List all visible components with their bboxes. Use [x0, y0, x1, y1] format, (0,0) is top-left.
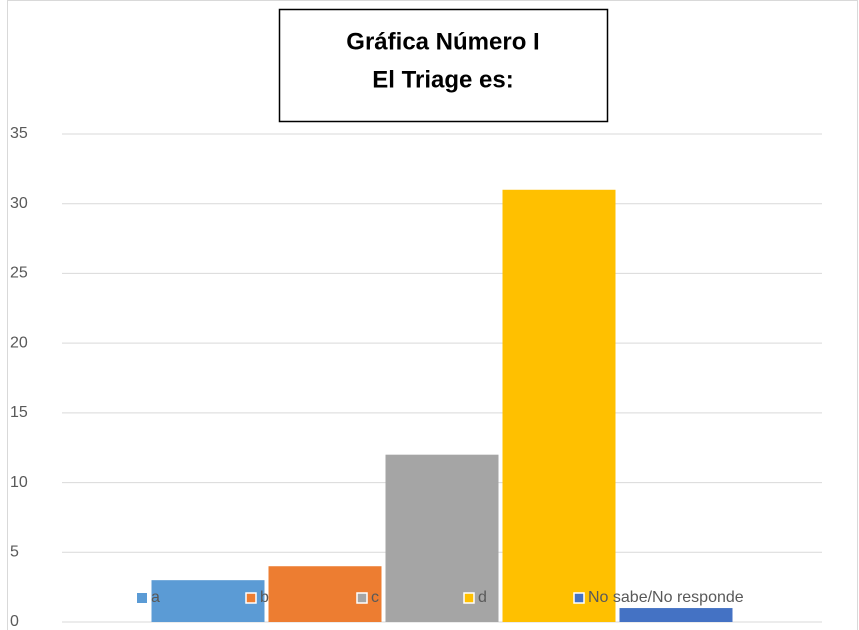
- legend-marker: [245, 592, 257, 604]
- legend-marker: [356, 592, 368, 604]
- y-tick-label: 10: [10, 474, 28, 491]
- y-tick-label: 20: [10, 334, 28, 351]
- y-tick-label: 35: [10, 125, 28, 142]
- y-tick-label: 15: [10, 404, 28, 421]
- chart-title: El Triage es:: [372, 66, 513, 93]
- legend-marker: [463, 592, 475, 604]
- bar: [502, 189, 616, 622]
- chart-title: Gráfica Número I: [346, 28, 539, 55]
- y-tick-label: 0: [10, 613, 19, 630]
- title-box: [278, 8, 609, 123]
- legend-label: d: [478, 589, 487, 606]
- y-tick-label: 25: [10, 265, 28, 282]
- legend-label: a: [151, 589, 160, 606]
- bar: [385, 454, 499, 622]
- legend-label: No sabe/No responde: [588, 589, 744, 606]
- legend-marker: [137, 593, 147, 603]
- legend-label: c: [371, 589, 379, 606]
- y-tick-label: 30: [10, 195, 28, 212]
- y-tick-label: 5: [10, 544, 19, 561]
- bar: [619, 608, 733, 622]
- legend-label: b: [260, 589, 269, 606]
- legend-marker: [573, 592, 585, 604]
